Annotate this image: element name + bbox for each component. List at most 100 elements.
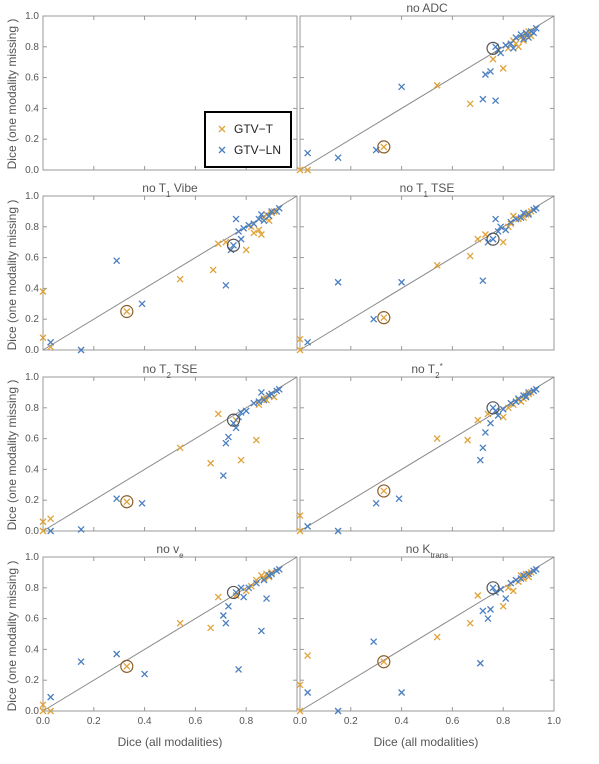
panel-8: 0.0 0.2 0.4 0.6 0.8 1.0no Ktrans [293,542,561,727]
data-point-gtv-ln [252,579,260,587]
data-point-gtv-ln [242,407,250,415]
data-point-gtv-ln [304,149,312,157]
data-point-gtv-ln [304,522,312,530]
y-tick-label: 0.8 [25,583,39,594]
data-point-gtv-ln [275,204,283,212]
panel-3: 0.0 0.2 0.4 0.6 0.8 1.0 no T1 Vibe [25,181,298,356]
data-point-gtv-ln [275,565,283,573]
data-point-gtv-ln [512,215,520,223]
data-point-gtv-t [39,701,47,709]
y-tick-label: 0.4 [25,103,39,114]
data-point-gtv-ln [398,83,406,91]
data-point-gtv-ln [222,619,230,627]
data-point-gtv-ln [479,607,487,615]
panel-7: 0.0 0.2 0.4 0.6 0.8 1.0 0.0 0.2 0.4 0.6 0.8 no ve [25,542,298,727]
data-point-gtv-t [380,314,388,322]
panel-frame [42,195,298,351]
data-point-gtv-ln [257,211,265,218]
data-point-gtv-ln [235,665,243,673]
data-point-gtv-ln [370,315,378,323]
data-point-gtv-ln [113,650,121,658]
data-point-gtv-t [380,143,388,151]
data-point-gtv-t [207,624,215,632]
data-point-gtv-ln [334,707,342,715]
panel-title: no ADC [406,1,448,15]
panel-4: no T1 TSE [296,181,555,354]
data-point-gtv-t [296,512,304,520]
data-point-gtv-t [214,593,222,601]
x-tick-label: 0.0 [36,716,50,727]
panel-5: 0.0 0.2 0.4 0.6 0.8 1.0 no T2 TSE [25,362,298,537]
data-point-gtv-ln [77,658,85,666]
data-point-gtv-t [380,487,388,495]
panel-6: no T2* [296,362,555,535]
data-point-gtv-t [433,81,441,89]
data-point-gtv-ln [219,612,227,619]
data-point-gtv-t [257,231,265,238]
y-tick-label: 0.4 [25,283,39,294]
data-point-gtv-t [466,100,474,108]
data-point-gtv-ln [237,235,245,243]
data-point-gtv-t [504,584,512,592]
ylabel-row-1: Dice (one modality missing ) [5,19,19,170]
data-point-gtv-t [242,246,250,254]
x-tick-label: 0.2 [344,716,358,727]
data-point-gtv-ln [507,218,515,226]
x-tick-label: 0.4 [395,716,409,727]
data-point-gtv-t [304,166,312,174]
data-point-gtv-ln [520,209,527,217]
data-point-gtv-ln [257,388,265,396]
identity-line [42,376,298,532]
y-tick-label: 1.0 [25,11,39,22]
data-point-gtv-ln [275,385,283,393]
data-point-gtv-ln [395,495,403,503]
data-point-gtv-t [47,707,55,715]
data-point-gtv-ln [484,615,492,623]
panel-title: no ve [156,542,184,560]
data-point-gtv-ln [492,215,500,223]
data-point-gtv-ln [224,602,232,610]
data-point-gtv-ln [370,638,378,646]
data-point-gtv-ln [487,67,494,75]
highlight-circle [377,140,391,154]
data-point-gtv-t [296,681,304,689]
x-tick-label: 0.0 [293,716,307,727]
data-point-gtv-ln [502,41,510,49]
data-point-gtv-t [39,527,47,535]
data-point-gtv-ln [492,97,500,105]
data-point-gtv-ln [492,407,500,415]
highlight-circle [377,311,391,325]
legend-box [204,111,292,168]
panel-title-subscript: 2 [166,371,171,380]
data-point-gtv-ln [476,456,484,464]
highlight-circle [120,304,134,319]
panel-title-subscript: 1 [423,190,428,199]
y-tick-label: 0.2 [25,675,39,686]
panel-frame [299,195,555,351]
xlabel-left: Dice (all modalities) [118,735,223,749]
data-point-gtv-ln [492,588,500,596]
y-tick-label: 0.2 [25,314,39,325]
data-point-gtv-ln [520,572,527,579]
data-point-gtv-t [504,404,512,412]
identity-line [299,376,555,532]
data-point-gtv-t [433,261,441,269]
panel-frame [299,376,555,532]
data-point-gtv-t [39,288,47,295]
data-point-gtv-t [296,346,304,354]
y-tick-label: 1.0 [25,552,39,563]
data-point-gtv-t [39,334,47,342]
data-point-gtv-ln [334,278,342,286]
data-point-gtv-t [380,658,388,666]
data-point-gtv-ln [489,235,497,243]
panel-frame [299,15,555,171]
data-point-gtv-ln [237,408,245,416]
data-point-gtv-ln [268,390,276,398]
x-tick-label: 0.8 [239,716,253,727]
data-point-gtv-t [474,235,482,243]
data-point-gtv-ln [255,398,263,406]
data-point-gtv-ln [530,29,538,37]
data-point-gtv-t [214,240,222,248]
data-point-gtv-t [509,587,517,595]
data-point-gtv-t [237,456,245,464]
